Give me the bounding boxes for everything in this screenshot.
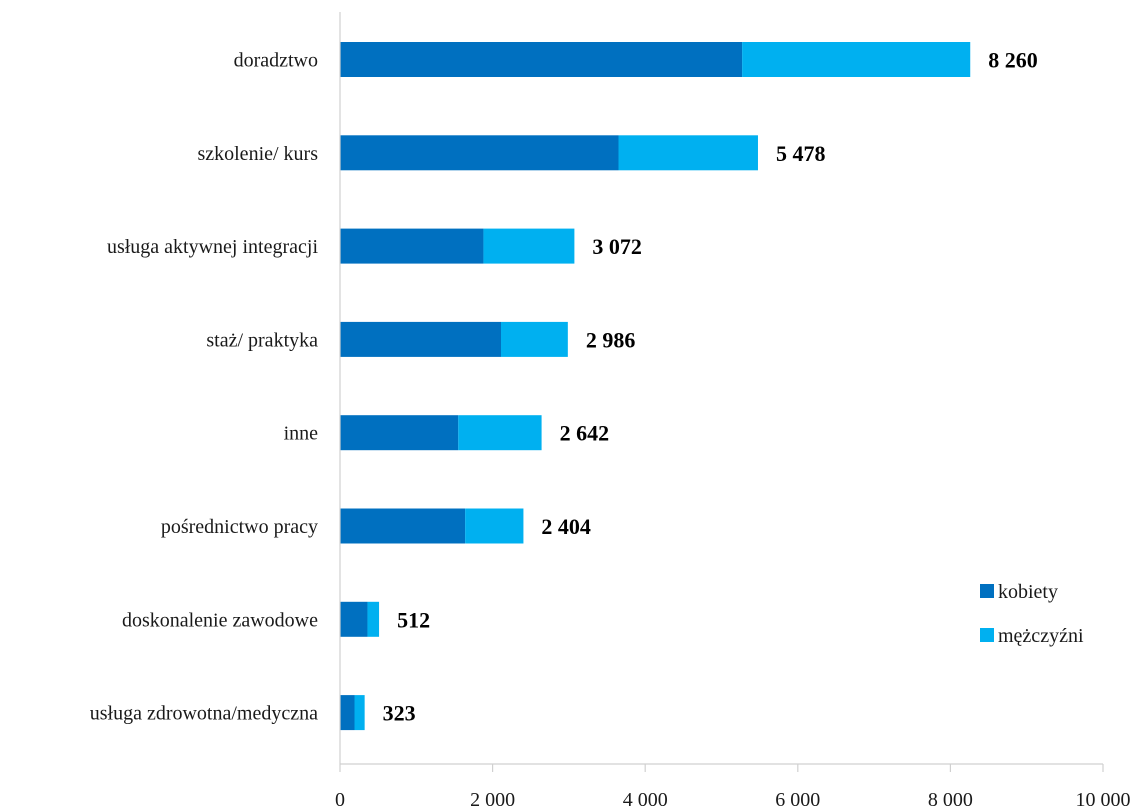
x-tick-label: 2 000 — [470, 789, 515, 809]
bar-mężczyźni-0 — [742, 42, 971, 77]
bar-kobiety-1 — [340, 135, 619, 171]
total-labels: 8 260 5 478 3 072 2 986 2 642 2 404 512 323 — [383, 48, 1038, 726]
total-label: 323 — [383, 701, 416, 726]
legend-swatch-kobiety — [980, 584, 994, 598]
total-label: 2 404 — [541, 514, 591, 539]
x-tick-label: 4 000 — [623, 789, 668, 809]
bar-mężczyźni-4 — [458, 415, 542, 451]
category-label: pośrednictwo pracy — [161, 516, 318, 538]
bar-mężczyźni-6 — [367, 601, 380, 637]
total-label: 512 — [397, 607, 430, 632]
total-label: 5 478 — [776, 141, 826, 166]
x-tick-label: 6 000 — [775, 789, 820, 809]
bar-kobiety-2 — [340, 228, 484, 264]
total-label: 2 986 — [586, 327, 636, 352]
bar-kobiety-4 — [340, 415, 459, 451]
bar-kobiety-7 — [340, 695, 355, 731]
bar-mężczyźni-5 — [465, 508, 524, 544]
bar-kobiety-0 — [340, 42, 743, 77]
total-label: 3 072 — [592, 234, 642, 259]
bars-group — [340, 42, 971, 731]
bar-kobiety-5 — [340, 508, 466, 544]
x-tick-label: 0 — [335, 789, 345, 809]
category-label: szkolenie/ kurs — [197, 143, 318, 165]
bar-mężczyźni-3 — [500, 321, 568, 357]
category-label: doskonalenie zawodowe — [122, 609, 318, 631]
category-labels: doradztwo szkolenie/ kurs usługa aktywnej … — [90, 50, 319, 725]
legend-label-mezczyzni: mężczyźni — [998, 625, 1084, 647]
x-axis-ticks: 0 2 000 4 000 6 000 8 000 10 000 — [335, 764, 1131, 809]
bar-mężczyźni-1 — [618, 135, 758, 171]
legend-label-kobiety: kobiety — [998, 581, 1058, 603]
bar-mężczyźni-7 — [354, 695, 365, 731]
total-label: 2 642 — [560, 421, 610, 446]
category-label: doradztwo — [234, 50, 318, 72]
x-tick-label: 10 000 — [1076, 789, 1131, 809]
x-tick-label: 8 000 — [928, 789, 973, 809]
category-label: usługa aktywnej integracji — [107, 236, 318, 258]
category-label: staż/ praktyka — [206, 329, 318, 351]
bar-kobiety-3 — [340, 321, 501, 357]
legend: kobiety mężczyźni — [980, 581, 1084, 647]
category-label: inne — [284, 423, 319, 445]
total-label: 8 260 — [988, 48, 1038, 73]
legend-swatch-mezczyzni — [980, 628, 994, 642]
category-label: usługa zdrowotna/medyczna — [90, 703, 318, 725]
bar-kobiety-6 — [340, 601, 368, 637]
bar-mężczyźni-2 — [483, 228, 575, 264]
